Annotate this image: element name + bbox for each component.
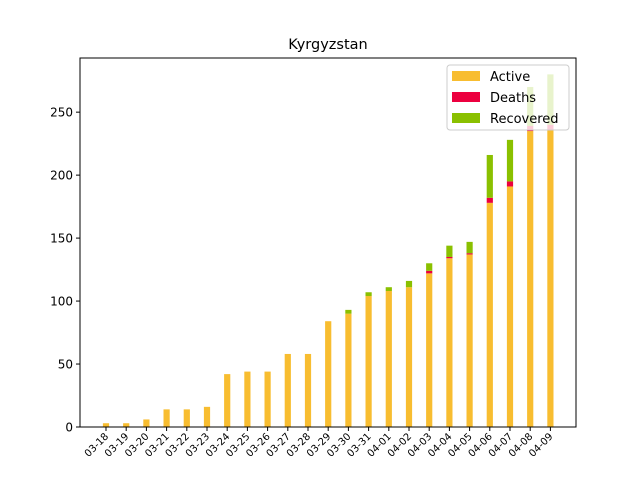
- bar-active-04-09: [547, 129, 554, 427]
- legend-label-deaths: Deaths: [490, 91, 536, 106]
- bar-active-04-04: [446, 258, 453, 427]
- y-tick-label: 100: [50, 295, 73, 309]
- bar-active-04-05: [466, 254, 473, 427]
- bar-deaths-04-05: [466, 253, 473, 255]
- bar-active-04-02: [405, 287, 413, 427]
- bar-active-03-31: [365, 296, 372, 427]
- bar-active-03-27: [284, 353, 291, 427]
- legend: Active Deaths Recovered: [446, 64, 570, 131]
- bar-recovered-03-30: [345, 309, 352, 314]
- bar-active-04-03: [426, 273, 433, 427]
- y-axis: 0 50 100 150 200 250: [50, 106, 80, 435]
- bar-active-04-01: [385, 290, 392, 427]
- legend-swatch-recovered: [452, 113, 480, 123]
- bar-active-03-21: [163, 409, 170, 427]
- x-axis: 03-1803-1903-2003-2103-2203-2303-2403-25…: [83, 427, 556, 460]
- legend-swatch-active: [452, 71, 480, 81]
- legend-swatch-deaths: [452, 92, 480, 102]
- bar-active-03-22: [183, 409, 190, 427]
- bar-active-03-23: [203, 406, 211, 427]
- chart-title: Kyrgyzstan: [288, 37, 367, 53]
- bar-active-03-28: [304, 353, 312, 427]
- legend-label-active: Active: [490, 70, 530, 85]
- bar-active-03-20: [143, 419, 150, 427]
- bar-active-04-07: [506, 186, 514, 427]
- y-tick-label: 50: [58, 358, 73, 372]
- bar-active-03-18: [102, 423, 110, 427]
- bar-recovered-03-31: [365, 292, 372, 297]
- bar-deaths-04-04: [446, 256, 453, 259]
- y-tick-label: 250: [50, 106, 73, 120]
- bar-deaths-04-03: [426, 270, 433, 274]
- bar-active-03-30: [345, 313, 352, 427]
- bar-active-04-06: [486, 202, 493, 427]
- bar-active-03-25: [244, 371, 251, 427]
- bar-recovered-04-04: [446, 245, 453, 257]
- bar-recovered-04-07: [506, 139, 514, 182]
- bar-recovered-04-06: [486, 154, 493, 198]
- y-tick-label: 0: [65, 421, 73, 435]
- bar-active-03-29: [325, 321, 332, 427]
- bar-recovered-04-03: [426, 263, 433, 271]
- bar-active-03-26: [264, 371, 271, 427]
- legend-label-recovered: Recovered: [490, 112, 559, 127]
- bar-recovered-04-05: [466, 241, 473, 254]
- y-tick-label: 150: [50, 232, 73, 246]
- bar-active-04-08: [527, 131, 534, 428]
- y-tick-label: 200: [50, 169, 73, 183]
- bar-deaths-04-07: [506, 181, 514, 187]
- bar-recovered-04-01: [385, 287, 392, 291]
- bar-deaths-04-06: [486, 197, 493, 203]
- plot-frame: [79, 57, 577, 428]
- bar-active-03-19: [123, 423, 130, 427]
- bar-recovered-04-02: [405, 280, 413, 288]
- bar-active-03-24: [224, 374, 231, 427]
